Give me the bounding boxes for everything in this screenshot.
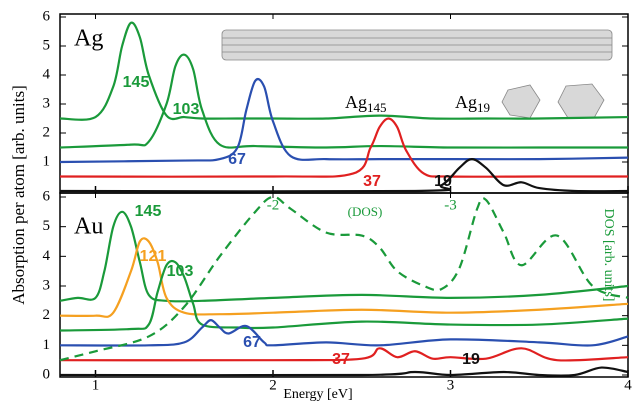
x-tick-label: 2 <box>269 377 277 393</box>
series-label: 19 <box>434 173 452 190</box>
y-tick-label: 3 <box>43 95 51 111</box>
panel-label: Au <box>74 214 103 240</box>
y-tick-label: 0 <box>43 366 51 382</box>
nanorod-inset <box>222 30 612 118</box>
dos-line <box>60 197 628 360</box>
spectrum-line <box>60 368 628 376</box>
cluster-145 <box>558 84 604 118</box>
annotation-text: Ag <box>455 92 477 112</box>
figure: 123456145103673719AgAg145Ag19Absorption … <box>0 0 633 403</box>
spectrum-line <box>60 79 628 162</box>
y-tick-label: 6 <box>43 8 51 24</box>
x2-tick-label: -3 <box>444 197 457 213</box>
annotation-text: Ag <box>345 92 367 112</box>
y-tick-label: 2 <box>43 124 51 140</box>
y-tick-label: 1 <box>43 337 51 353</box>
annotation: (DOS) <box>348 204 383 219</box>
series-label: 37 <box>363 173 381 190</box>
spectrum-line <box>60 55 628 148</box>
series-label: 145 <box>135 203 162 220</box>
y-tick-label: 5 <box>43 37 51 53</box>
series-label: 37 <box>332 351 350 368</box>
y-tick-label: 2 <box>43 307 51 323</box>
annotation: Ag19 <box>455 92 490 115</box>
series-label: 103 <box>173 101 200 118</box>
cluster-19 <box>502 85 540 118</box>
annotation: Ag145 <box>345 92 387 115</box>
series-label: 145 <box>123 74 150 91</box>
annotation-text: (DOS) <box>348 204 383 219</box>
x-axis-label: Energy [eV] <box>283 387 352 402</box>
x2-tick-label: -2 <box>267 197 280 213</box>
y-tick-label: 6 <box>43 188 51 204</box>
y2-axis-label: DOS [arb. units] <box>601 209 616 302</box>
x-tick-label: 3 <box>447 377 455 393</box>
series-label: 103 <box>167 263 194 280</box>
annotation-sub: 19 <box>477 100 490 115</box>
series-label: 19 <box>462 351 480 368</box>
x-tick-label: 4 <box>624 377 632 393</box>
series-label: 67 <box>228 151 246 168</box>
panel-label: Ag <box>74 26 103 52</box>
y-tick-label: 3 <box>43 277 51 293</box>
y-axis-label: Absorption per atom [arb. units] <box>9 85 28 305</box>
series-label: 67 <box>243 334 261 351</box>
y-tick-label: 4 <box>43 66 51 82</box>
y-tick-label: 5 <box>43 218 51 234</box>
y-tick-label: 4 <box>43 248 51 264</box>
x-tick-label: 1 <box>92 377 100 393</box>
series-label: 121 <box>140 248 167 265</box>
y-tick-label: 1 <box>43 153 51 169</box>
annotation-sub: 145 <box>367 100 387 115</box>
